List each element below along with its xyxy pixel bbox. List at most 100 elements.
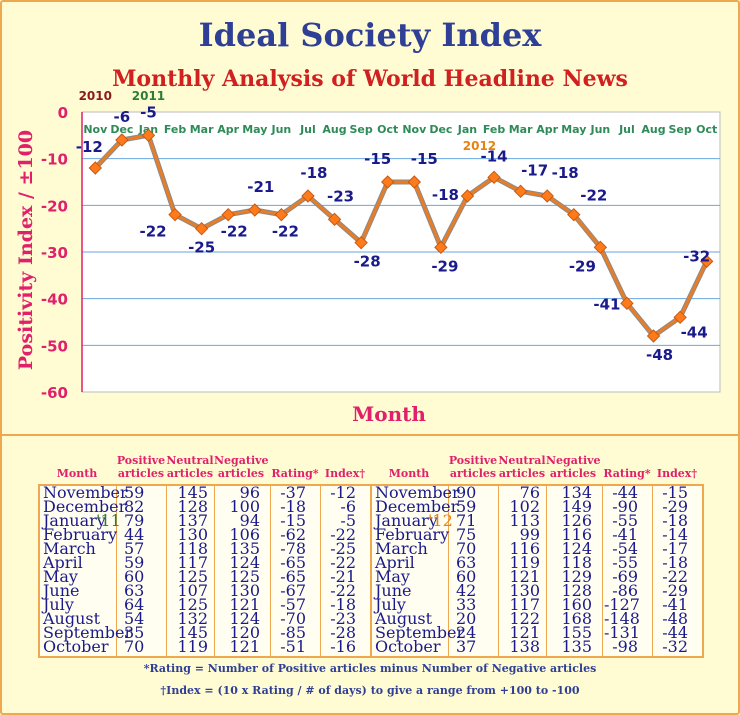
column-divider	[270, 486, 271, 656]
month-cell: June	[43, 581, 80, 600]
pos-cell: 35	[124, 623, 145, 642]
rating-cell: -65	[280, 553, 306, 572]
x-tick-label: May	[242, 123, 267, 136]
data-label: -15	[411, 150, 438, 168]
pos-cell: 57	[124, 539, 145, 558]
month-cell: July	[375, 595, 406, 614]
neu-cell: 125	[177, 595, 208, 614]
month-cell: February	[43, 525, 118, 544]
data-label: -15	[364, 150, 391, 168]
x-tick-label: Jun	[270, 123, 291, 136]
column-header-line: Neutral	[498, 454, 546, 467]
year-label: 2010	[79, 89, 112, 103]
column-divider	[652, 486, 653, 656]
data-label: -23	[327, 187, 354, 205]
x-tick-label: Aug	[322, 123, 346, 136]
x-tick-label: Jul	[618, 123, 635, 136]
column-header-line: Neutral	[166, 454, 214, 467]
month-cell: May	[43, 567, 78, 586]
data-point	[646, 329, 661, 343]
index-cell: -22	[330, 525, 356, 544]
month-cell: January	[43, 511, 106, 530]
data-label: -21	[247, 178, 274, 196]
neg-cell: 124	[229, 609, 260, 628]
neu-cell: 99	[519, 525, 540, 544]
data-point	[88, 161, 102, 175]
index-cell: -28	[330, 623, 356, 642]
index-cell: -21	[330, 567, 356, 586]
table-row: January '12 71 113 126 -55 -18	[372, 511, 702, 530]
data-point	[381, 175, 395, 189]
table-row: September 35 145 120 -85 -28	[40, 623, 370, 642]
rating-cell: -18	[280, 497, 306, 516]
index-cell: -22	[330, 553, 356, 572]
line-chart: 0-10-20-30-40-50-60 NovDecJanFebMarAprMa…	[15, 89, 721, 426]
month-cell: April	[43, 553, 83, 572]
index-cell: -17	[662, 539, 688, 558]
neg-cell: 125	[229, 567, 260, 586]
rating-cell: -54	[612, 539, 638, 558]
neg-cell: 124	[561, 539, 592, 558]
index-cell: -41	[662, 595, 688, 614]
index-cell: -23	[330, 609, 356, 628]
table-body: November 59 145 96 -37 -12 December 82 128 100 -18…	[38, 484, 372, 658]
neu-cell: 128	[177, 497, 208, 516]
column-header-negative: Negative articles	[214, 454, 269, 480]
pos-cell: 63	[456, 553, 477, 572]
table-body: November 90 76 134 -44 -15 December 59 102 149 -90…	[370, 484, 704, 658]
data-point	[700, 254, 714, 269]
column-header-line: articles	[117, 467, 165, 480]
data-point	[141, 128, 156, 143]
column-header-rating: Rating*	[603, 467, 651, 480]
neg-cell: 168	[561, 609, 592, 628]
neu-cell: 125	[177, 567, 208, 586]
table-row: November 90 76 134 -44 -15	[372, 483, 702, 502]
column-header-neutral: Neutral articles	[498, 454, 546, 480]
pos-cell: 59	[456, 497, 477, 516]
month-cell: December	[43, 497, 127, 516]
pos-cell: 60	[456, 567, 477, 586]
neu-cell: 121	[509, 623, 540, 642]
rating-cell: -69	[612, 567, 638, 586]
table-row: April 63 119 118 -55 -18	[372, 553, 702, 572]
pos-cell: 59	[124, 553, 145, 572]
neu-cell: 138	[509, 637, 540, 656]
column-header-rating: Rating*	[271, 467, 319, 480]
data-label: -18	[300, 164, 327, 182]
table-row: September 24 121 155 -131 -44	[372, 623, 702, 642]
x-tick-label: May	[561, 123, 586, 136]
data-label: -22	[139, 223, 166, 241]
data-label: -18	[552, 164, 579, 182]
data-label: -14	[480, 147, 507, 165]
neg-cell: 135	[561, 637, 592, 656]
index-cell: -15	[662, 483, 688, 502]
x-tick-label: Jul	[299, 123, 316, 136]
data-point	[168, 207, 182, 222]
x-tick-label: Jun	[589, 123, 610, 136]
column-header-line: articles	[549, 467, 597, 480]
neg-cell: 135	[229, 539, 260, 558]
neu-cell: 132	[177, 609, 208, 628]
rating-cell: -85	[280, 623, 306, 642]
rating-cell: -51	[280, 637, 306, 656]
x-tick-label: Oct	[377, 123, 398, 136]
data-point	[620, 296, 634, 311]
neg-cell: 120	[229, 623, 260, 642]
data-label: -28	[354, 253, 381, 271]
pos-cell: 71	[456, 511, 477, 530]
y-tick-label: -50	[41, 337, 68, 355]
data-label: -17	[521, 161, 548, 179]
x-tick-label: Dec	[429, 123, 452, 136]
data-point	[487, 170, 501, 185]
data-point	[248, 203, 262, 217]
pos-cell: 59	[124, 483, 145, 502]
data-label: -6	[114, 108, 131, 126]
series-line	[94, 133, 709, 338]
neg-cell: 100	[229, 497, 260, 516]
y-tick-label: -40	[41, 291, 68, 309]
rating-cell: -65	[280, 567, 306, 586]
table-row: October 37 138 135 -98 -32	[372, 637, 702, 656]
pos-cell: 82	[124, 497, 145, 516]
month-cell: March	[43, 539, 96, 558]
data-point	[301, 189, 315, 203]
